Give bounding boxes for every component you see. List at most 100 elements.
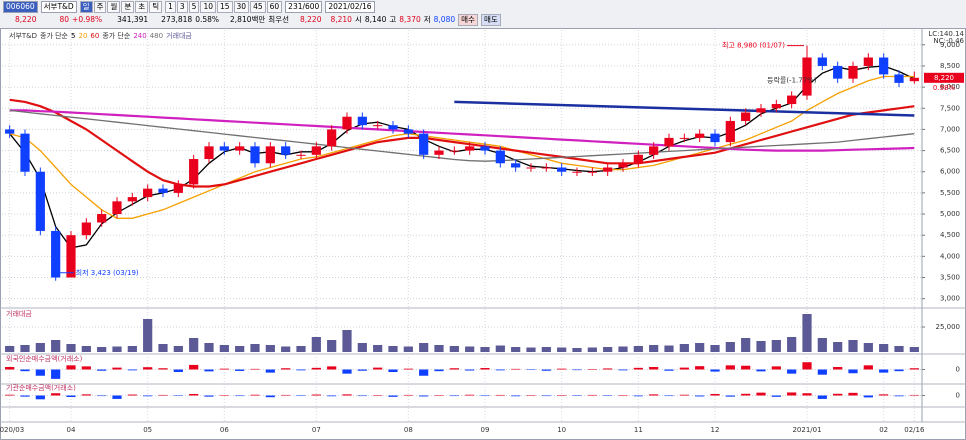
bar — [741, 393, 751, 396]
y-tick-label: 3,500 — [940, 274, 960, 282]
candle-body — [909, 77, 919, 82]
low: 8,080 — [433, 15, 456, 24]
bar — [771, 395, 781, 397]
interval-button[interactable]: 45 — [250, 0, 266, 13]
period-button[interactable]: 틱 — [149, 0, 163, 13]
bar — [327, 366, 337, 370]
bar — [833, 367, 843, 370]
bar — [587, 369, 597, 370]
interval-button[interactable]: 5 — [188, 0, 200, 13]
candle-body — [357, 116, 367, 126]
bar — [5, 346, 15, 352]
bar — [603, 347, 613, 352]
candle-body — [51, 230, 61, 278]
bar — [495, 345, 505, 352]
bar — [756, 392, 766, 396]
candle-body — [511, 163, 521, 168]
x-tick-label: 02 — [879, 426, 888, 434]
bar — [20, 345, 30, 352]
last-price-box — [924, 72, 964, 83]
bar — [112, 346, 122, 352]
bar — [5, 367, 15, 370]
date[interactable]: 2021/02/16 — [325, 0, 375, 13]
bar — [511, 368, 521, 370]
bar — [557, 347, 567, 352]
bar — [725, 395, 735, 397]
rate: +0.98% — [72, 15, 103, 24]
nc-label: NC:-0.46 — [933, 37, 964, 45]
y-tick-label: 5,500 — [940, 189, 960, 197]
bar — [388, 395, 398, 397]
candle-body — [526, 167, 536, 169]
bar — [863, 343, 873, 352]
bar — [710, 369, 720, 372]
bar — [511, 395, 521, 397]
bar — [204, 343, 214, 352]
candle-body — [480, 146, 490, 151]
bar — [403, 394, 413, 396]
interval-button[interactable]: 60 — [266, 0, 283, 13]
legend-entry: 60 — [90, 32, 99, 40]
bar — [817, 338, 827, 352]
candle-body — [189, 159, 199, 185]
candle-body — [158, 188, 168, 193]
bar — [649, 345, 659, 352]
legend-entry: 20 — [78, 32, 87, 40]
x-tick-label: 02/16 — [904, 426, 925, 434]
count[interactable]: 231/600 — [285, 0, 323, 13]
bar — [879, 394, 889, 396]
bar — [465, 394, 475, 396]
interval-button[interactable]: 15 — [216, 0, 233, 13]
low-label: 저 — [423, 15, 431, 24]
interval-button[interactable]: 1 — [165, 0, 176, 13]
stock-code[interactable]: 006060 — [3, 0, 38, 13]
bar — [281, 346, 291, 352]
candle-body — [419, 133, 429, 155]
bar — [526, 395, 536, 396]
bar — [5, 394, 15, 396]
bar — [357, 369, 367, 371]
x-tick-label: 2021/01 — [792, 426, 821, 434]
panel-title: 외국인순매수금액(거래소) — [6, 354, 83, 363]
candle-body — [127, 197, 137, 202]
candle-body — [633, 154, 643, 164]
bar — [189, 364, 199, 370]
bar — [894, 395, 904, 397]
bar — [112, 367, 122, 370]
interval-button[interactable]: 3 — [176, 0, 188, 13]
bar — [771, 366, 781, 370]
candle-body — [649, 146, 659, 155]
bar — [848, 369, 858, 374]
x-tick-label: 08 — [404, 426, 413, 434]
candle-body — [204, 146, 214, 160]
bar — [235, 369, 245, 371]
bar — [725, 342, 735, 352]
x-tick-label: 2020/03 — [0, 426, 24, 434]
sell-button[interactable]: 매도 — [480, 13, 501, 26]
bar — [863, 395, 873, 398]
change-annotation: 등락률(-1.77%) — [767, 77, 817, 85]
bar — [250, 394, 260, 396]
bar — [480, 395, 490, 396]
period-button[interactable]: 일 — [79, 0, 93, 13]
bar — [342, 394, 352, 396]
period-button[interactable]: 월 — [107, 0, 121, 13]
bar — [281, 368, 291, 370]
candle-body — [848, 65, 858, 79]
bar — [66, 344, 76, 352]
period-button[interactable]: 초 — [135, 0, 149, 13]
stock-name[interactable]: 서부T&D — [40, 0, 77, 13]
interval-button[interactable]: 10 — [200, 0, 216, 13]
trend-line — [454, 100, 915, 117]
candle-body — [833, 65, 843, 79]
buy-button[interactable]: 매수 — [458, 13, 478, 26]
bar — [419, 395, 429, 397]
period-button[interactable]: 주 — [93, 0, 107, 13]
panel-title: 기관순매수금액(거래소) — [6, 383, 76, 392]
bar — [127, 369, 137, 371]
bar — [112, 395, 122, 399]
interval-button[interactable]: 30 — [233, 0, 250, 13]
bar — [894, 346, 904, 352]
candle-body — [373, 125, 383, 127]
period-button[interactable]: 분 — [121, 0, 135, 13]
